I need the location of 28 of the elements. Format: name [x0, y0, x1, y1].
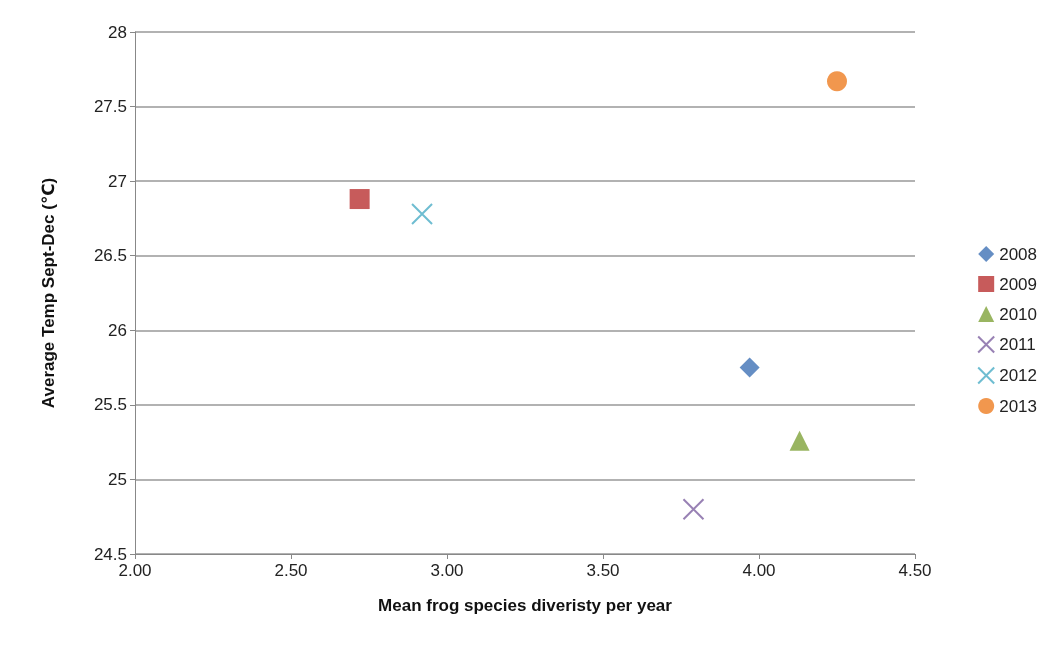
legend-label: 2009 — [999, 274, 1038, 294]
point — [739, 357, 760, 378]
legend-label: 2012 — [999, 366, 1038, 385]
y-tick-label: 27.5 — [93, 97, 127, 117]
x-tick-label: 2.50 — [274, 561, 308, 580]
legend-label: 2011 — [999, 335, 1036, 354]
y-tick-label: 25.5 — [93, 395, 127, 415]
y-tick-label: 25 — [108, 469, 127, 489]
legend-label: 2013 — [999, 396, 1038, 416]
y-tick-label: 28 — [108, 22, 127, 42]
point — [349, 189, 370, 210]
x-tick-label: 2.00 — [118, 561, 152, 580]
y-tick-label: 24.5 — [93, 544, 127, 564]
x-tick-label: 3.00 — [430, 561, 464, 580]
y-tick-label: 27 — [108, 171, 127, 191]
legend-label: 2010 — [999, 304, 1038, 324]
point — [789, 430, 810, 451]
y-tick-label: 26.5 — [93, 246, 127, 266]
point — [827, 71, 847, 92]
point — [682, 498, 705, 521]
x-tick-label: 4.50 — [898, 561, 932, 580]
y-axis-title: Average Temp Sept-Dec (℃) — [39, 177, 58, 409]
x-tick-label: 3.50 — [586, 561, 620, 580]
x-tick-label: 4.00 — [742, 561, 776, 580]
legend-label: 2008 — [999, 244, 1038, 264]
point — [411, 202, 434, 225]
y-tick-label: 26 — [108, 320, 127, 340]
x-axis-title: Mean frog species diveristy per year — [378, 596, 673, 615]
